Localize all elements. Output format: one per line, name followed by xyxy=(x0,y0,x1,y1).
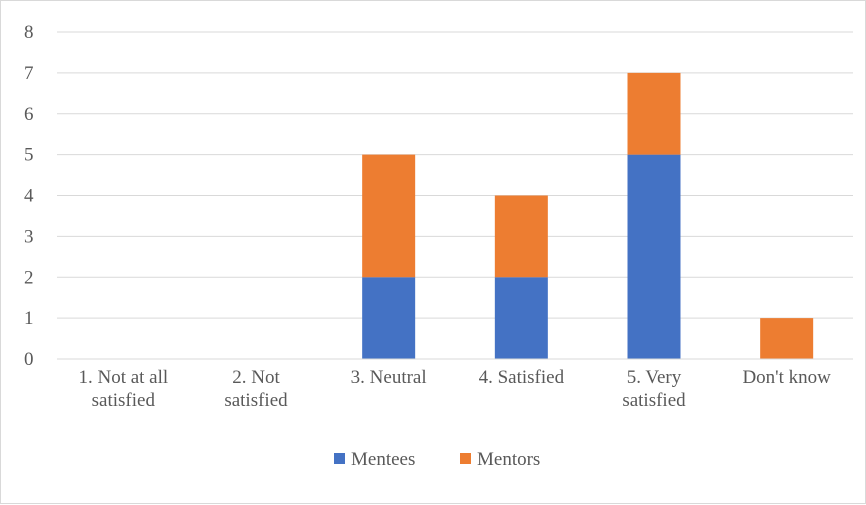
y-tick-label-6: 6 xyxy=(24,104,34,125)
x-tick-label-6: Don't know xyxy=(742,367,831,388)
legend-label-mentors: Mentors xyxy=(477,449,540,470)
x-tick-label-2: 2. Not satisfied xyxy=(224,367,288,411)
x-tick-label-1: 1. Not at all satisfied xyxy=(78,367,168,411)
x-tick-label-5: 5. Very satisfied xyxy=(622,367,686,411)
y-tick-label-0: 0 xyxy=(24,349,34,370)
legend-swatch-mentors xyxy=(460,453,471,464)
x-tick-label-3: 3. Neutral xyxy=(351,367,427,388)
bar-mentees-5 xyxy=(627,154,681,359)
bar-mentees-3 xyxy=(362,277,416,359)
bar-mentees-4 xyxy=(494,277,548,359)
bar-mentors-4 xyxy=(494,195,548,278)
y-tick-label-7: 7 xyxy=(24,63,34,84)
x-tick-label-4: 4. Satisfied xyxy=(479,367,565,388)
y-tick-label-5: 5 xyxy=(24,145,34,166)
y-tick-label-4: 4 xyxy=(24,186,34,207)
bar-mentors-3 xyxy=(362,154,416,278)
legend-swatch-mentees xyxy=(334,453,345,464)
bar-mentors-5 xyxy=(627,72,681,155)
legend-label-mentees: Mentees xyxy=(351,449,415,470)
y-tick-label-1: 1 xyxy=(24,308,34,329)
y-tick-label-2: 2 xyxy=(24,267,34,288)
bar-mentors-6 xyxy=(760,318,814,359)
y-tick-label-8: 8 xyxy=(24,22,34,43)
bars xyxy=(362,72,814,359)
legend: Mentees Mentors xyxy=(334,449,540,470)
y-tick-label-3: 3 xyxy=(24,226,34,247)
gridlines xyxy=(57,31,853,319)
axes: 0 1 2 3 4 5 6 7 8 1. Not at all satisfied 2. Not sat… xyxy=(24,22,853,411)
